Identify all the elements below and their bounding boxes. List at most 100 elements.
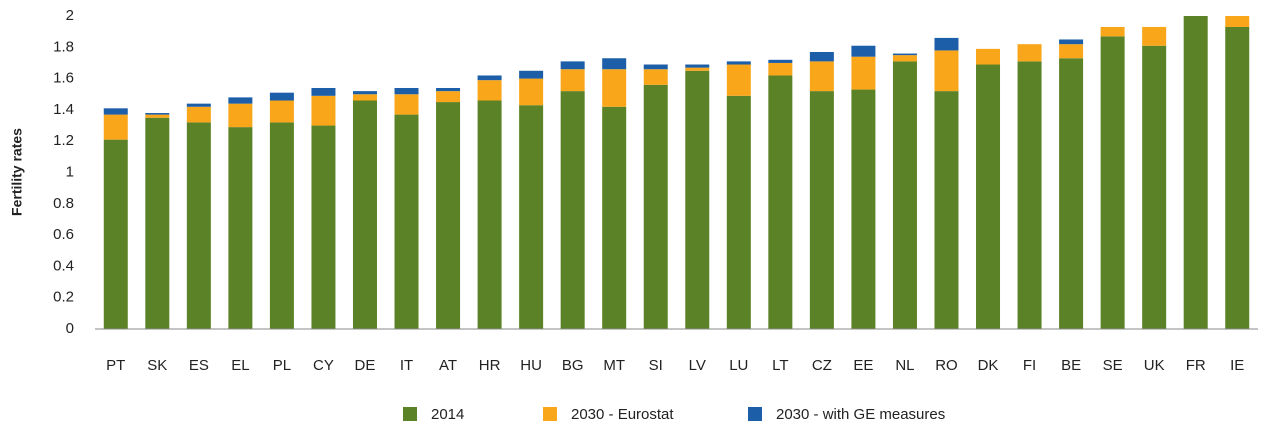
bar-segment xyxy=(560,91,585,330)
bar-segment xyxy=(685,67,710,71)
bar-segment xyxy=(934,91,959,330)
y-tick-label: 0.6 xyxy=(53,226,74,243)
bar-segment xyxy=(103,108,128,115)
x-tick-label: PT xyxy=(106,357,125,374)
bar-segment xyxy=(851,56,876,90)
x-tick-label: PL xyxy=(273,357,291,374)
bar-segment xyxy=(643,69,668,85)
legend-label: 2030 - with GE measures xyxy=(776,406,945,423)
bar-segment xyxy=(892,55,917,62)
bar-segment xyxy=(934,50,959,92)
bar-segment xyxy=(1142,45,1167,330)
y-tick-label: 1.8 xyxy=(53,38,74,55)
bar-segment xyxy=(1017,61,1042,329)
bar-segment xyxy=(892,53,917,56)
x-tick-label: HR xyxy=(479,357,501,374)
bar-segment xyxy=(436,87,461,92)
bar-segment xyxy=(976,64,1001,329)
bar-segment xyxy=(477,80,502,101)
x-tick-label: BE xyxy=(1061,357,1081,374)
bar-segment xyxy=(1059,39,1084,45)
legend-swatch xyxy=(543,407,557,421)
bar-segment xyxy=(186,103,211,107)
bar-segment xyxy=(103,114,128,140)
bar-segment xyxy=(145,117,170,329)
y-tick-label: 0.4 xyxy=(53,257,74,274)
bar-segment xyxy=(685,70,710,330)
bar-segment xyxy=(311,95,336,126)
bar-segment xyxy=(976,48,1001,65)
x-tick-label: RO xyxy=(935,357,958,374)
bar-segment xyxy=(1142,26,1167,46)
bar-segment xyxy=(1183,16,1208,329)
x-tick-label: AT xyxy=(439,357,457,374)
bar-segment xyxy=(602,106,627,330)
y-tick-label: 2 xyxy=(66,7,74,24)
x-tick-label: CZ xyxy=(812,357,832,374)
bar-segment xyxy=(269,100,294,123)
y-tick-label: 1.2 xyxy=(53,132,74,149)
y-tick-label: 0 xyxy=(66,320,74,337)
legend-swatch xyxy=(748,407,762,421)
bar-segment xyxy=(892,61,917,329)
bar-segment xyxy=(809,61,834,92)
bar-segment xyxy=(394,114,419,329)
bar-segment xyxy=(103,139,128,329)
bar-segment xyxy=(394,94,419,115)
bar-segment xyxy=(560,61,585,70)
x-tick-label: EL xyxy=(231,357,249,374)
x-tick-label: MT xyxy=(603,357,625,374)
bar-segment xyxy=(186,106,211,123)
x-tick-label: CY xyxy=(313,357,334,374)
bar-segment xyxy=(1059,44,1084,59)
bar-segment xyxy=(519,105,544,329)
bar-segment xyxy=(726,95,751,329)
x-tick-label: LU xyxy=(729,357,748,374)
legend-label: 2030 - Eurostat xyxy=(571,406,674,423)
y-tick-label: 0.8 xyxy=(53,195,74,212)
legend-swatch xyxy=(403,407,417,421)
bar-segment xyxy=(145,114,170,118)
bar-segment xyxy=(768,59,793,63)
y-tick-label: 0.2 xyxy=(53,289,74,306)
x-tick-label: FI xyxy=(1023,357,1036,374)
bar-segment xyxy=(602,69,627,107)
bar-segment xyxy=(602,58,627,70)
y-tick-label: 1.4 xyxy=(53,101,74,118)
x-tick-label: BG xyxy=(562,357,584,374)
x-tick-label: SK xyxy=(147,357,167,374)
x-tick-label: DK xyxy=(978,357,999,374)
bar-segment xyxy=(519,78,544,106)
x-tick-label: LT xyxy=(772,357,788,374)
x-tick-label: SE xyxy=(1103,357,1123,374)
bar-segment xyxy=(560,69,585,92)
legend-label: 2014 xyxy=(431,406,464,423)
bar-segment xyxy=(228,97,253,104)
bar-segment xyxy=(352,91,377,95)
bar-segment xyxy=(477,75,502,81)
x-tick-label: DE xyxy=(355,357,376,374)
bar-segment xyxy=(352,100,377,329)
bar-segment xyxy=(726,61,751,65)
bar-segment xyxy=(1225,26,1250,330)
x-tick-label: IT xyxy=(400,357,413,374)
bar-segment xyxy=(768,75,793,329)
bar-segment xyxy=(1017,44,1042,62)
bars xyxy=(103,16,1250,330)
x-tick-label: EE xyxy=(853,357,873,374)
y-tick-label: 1.6 xyxy=(53,70,74,87)
bar-segment xyxy=(643,84,668,329)
bar-segment xyxy=(186,122,211,329)
x-tick-label: NL xyxy=(895,357,914,374)
y-axis-label: Fertility rates xyxy=(9,128,25,216)
bar-segment xyxy=(436,102,461,329)
bar-segment xyxy=(311,87,336,96)
bar-segment xyxy=(768,62,793,76)
x-tick-label: SI xyxy=(649,357,663,374)
bar-segment xyxy=(643,64,668,70)
bar-segment xyxy=(1059,58,1084,329)
bar-segment xyxy=(228,103,253,128)
bar-segment xyxy=(269,122,294,329)
bar-segment xyxy=(685,64,710,68)
